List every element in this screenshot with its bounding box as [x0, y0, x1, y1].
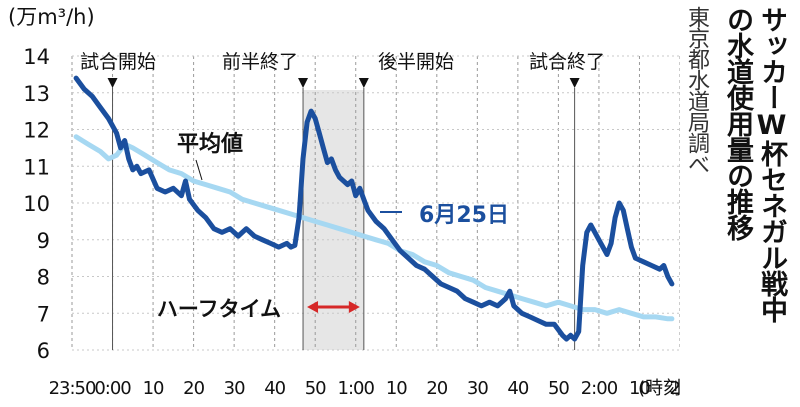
- x-tick-label: 10: [143, 378, 164, 399]
- event-label: 試合終了: [529, 51, 605, 73]
- x-tick-label: 20: [183, 378, 204, 399]
- x-tick-label: 30: [467, 378, 488, 399]
- y-tick-label: 9: [37, 229, 50, 253]
- x-tick-label: 2:00: [581, 378, 618, 399]
- chart-title-line-2: の水道使用量の推移: [722, 6, 753, 240]
- y-tick-label: 11: [23, 155, 50, 179]
- y-tick-label: 7: [37, 302, 50, 326]
- y-tick-label: 12: [23, 119, 50, 143]
- halftime-label: ハーフタイム: [157, 297, 281, 321]
- x-tick-label: 40: [264, 378, 285, 399]
- x-tick-label: 20: [670, 378, 680, 399]
- halftime-arrow-head-left: [307, 301, 319, 313]
- series-label-june25: 6月25日: [419, 203, 509, 228]
- event-label: 試合開始: [80, 51, 156, 73]
- series-label-average: 平均値: [177, 131, 243, 157]
- x-tick-label: 50: [548, 378, 569, 399]
- event-label: 後半開始: [378, 51, 454, 73]
- series-line-june25: [73, 75, 675, 342]
- y-tick-label: 14: [23, 45, 50, 69]
- x-tick-label: 50: [305, 378, 326, 399]
- y-axis-label: (万m³/h): [8, 5, 95, 29]
- event-marker: [107, 78, 118, 88]
- event-label: 前半終了: [222, 51, 298, 73]
- event-marker: [569, 78, 580, 88]
- source-note: 東京都水道局調べ: [684, 6, 709, 174]
- y-tick-label: 6: [37, 339, 50, 363]
- y-tick-label: 8: [37, 266, 50, 290]
- x-tick-label: 30: [224, 378, 245, 399]
- event-marker: [358, 78, 369, 88]
- y-tick-label: 13: [23, 82, 50, 106]
- series-label-leader: [195, 159, 203, 181]
- x-tick-label: 1:00: [338, 378, 375, 399]
- x-tick-label: 10: [629, 378, 650, 399]
- y-tick-label: 10: [23, 192, 50, 216]
- event-marker: [298, 78, 309, 88]
- x-tick-label: 10: [386, 378, 407, 399]
- x-axis-label: (時刻): [638, 378, 680, 399]
- x-tick-label: 0:00: [94, 378, 131, 399]
- halftime-arrow-head-right: [348, 301, 360, 313]
- x-tick-label: 40: [507, 378, 528, 399]
- x-tick-label: 20: [426, 378, 447, 399]
- series-line-average: [73, 134, 675, 322]
- chart-title-line-1: サッカーW杯セネガル戦中: [756, 6, 787, 322]
- x-tick-label: 23:50: [49, 378, 96, 399]
